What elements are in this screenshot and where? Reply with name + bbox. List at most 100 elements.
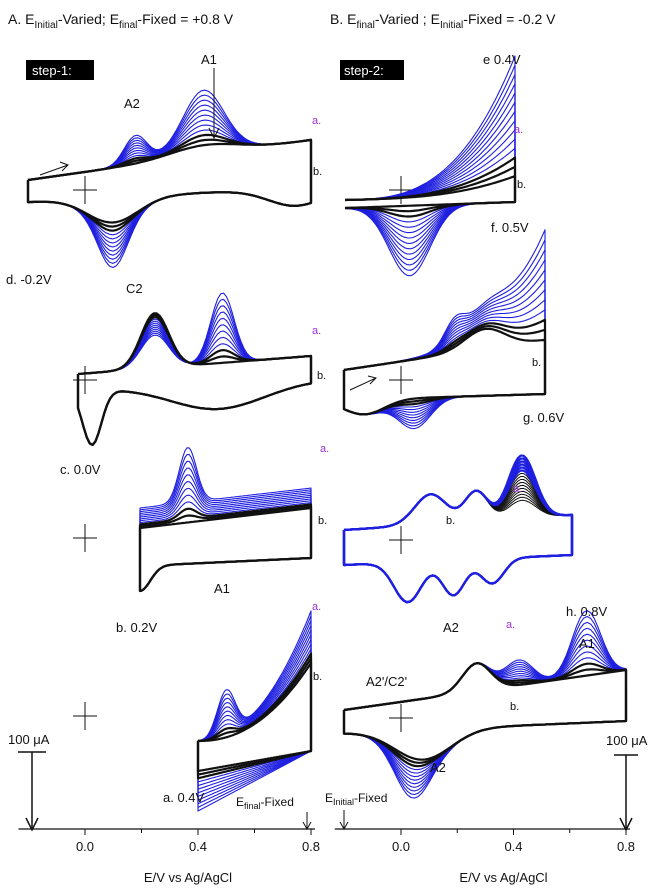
cv-scan [197,610,312,812]
panel-a-title: A. EInitial-Varied; Efinal-Fixed = +0.8 … [8,11,234,31]
cv-scan [76,312,313,446]
series-b-label: b. [446,515,455,527]
x-axis-b: 0.0 0.4 0.8 E/V vs Ag/AgCl [334,828,635,885]
trace-labels: d. -0.2V c. 0.0V b. 0.2V a. 0.4V e 0.4V f. 0.… [6,52,608,805]
scale-bar-right: 100 μA [606,733,648,832]
scale-bar-left-label: 100 μA [8,732,50,747]
cv-scan [77,298,312,446]
series-a-label: a. [312,115,321,127]
x-axis-label: E/V vs Ag/AgCl [144,870,232,885]
x-tick-label: 0.4 [189,839,207,854]
step1-label: step-1: [32,63,72,78]
cv-scan [77,324,312,446]
scale-bar-right-label: 100 μA [606,733,648,748]
zero-crosshair [73,702,97,730]
svg-text:Efinal-Fixed: Efinal-Fixed [236,795,294,811]
cv-scan [343,639,627,781]
efinal-fixed-marker: Efinal-Fixed [236,795,312,831]
trace-label: c. 0.0V [60,462,101,477]
cv-scan [77,322,312,446]
cv-scan [342,454,574,604]
cv-scan [27,114,312,248]
einitial-fixed-marker: EInitial-Fixed [325,791,387,831]
cv-scan [343,627,627,788]
scale-bar-left: 100 μA [8,732,50,832]
zero-crosshair [73,524,97,552]
a1-arrow [208,68,220,140]
cv-scan [344,174,517,210]
series-a-label: a. [513,483,522,495]
trace-label: h. 0.8V [566,604,608,619]
peak-label: A2 [443,620,459,635]
zero-markers [73,176,413,732]
x-axis-label: E/V vs Ag/AgCl [459,870,547,885]
cv-scan [197,615,312,808]
scan-direction-arrow [349,375,377,391]
step2-label: step-2: [344,63,384,78]
zero-crosshair [389,176,413,204]
cv-scan [139,467,312,592]
trace-label: f. 0.5V [491,220,529,235]
peak-label: A1 [579,636,595,651]
x-tick-label: 0.8 [302,839,320,854]
cv-scan [342,662,628,761]
x-axis-a: 0.0 0.4 0.8 E/V vs Ag/AgCl [18,828,320,885]
series-b-label: b. [510,701,519,713]
cv-scan [138,506,313,593]
peak-label: A2 [430,760,446,775]
cv-scan [343,633,627,785]
cv-scan [77,292,312,446]
cv-scan [26,138,313,224]
cv-scan [344,101,516,250]
zero-crosshair [73,366,97,394]
series-a-label: a. [506,619,515,631]
svg-text:EInitial-Fixed: EInitial-Fixed [325,791,387,807]
zero-crosshair [389,704,413,732]
trace-label: d. -0.2V [6,272,52,287]
cv-scan [27,99,312,260]
cv-scan [343,479,573,603]
peak-label: A1 [214,581,230,596]
series-b-label: b. [313,166,322,178]
trace-label: b. 0.2V [116,620,158,635]
series-b-label: b. [318,515,327,527]
cv-scan [27,109,312,252]
series-b-label: b. [532,357,541,369]
series-a-label: a. [320,443,329,455]
peak-label: A2 [124,96,140,111]
cv-scan [26,138,313,228]
peak-label: C2 [126,281,143,296]
cv-scan [77,320,312,446]
cv-scan [344,110,516,244]
series-a-label: a. [312,325,321,337]
zero-crosshair [389,366,413,394]
series-b-label: b. [317,370,326,382]
cv-scan [77,311,312,446]
cv-scan [196,661,313,773]
step2-badge [340,60,404,80]
cv-scan [77,305,312,446]
trace-label: a. 0.4V [163,790,205,805]
zero-crosshair [73,176,97,204]
cv-scan [344,55,516,277]
cv-scan [27,89,312,269]
series-b-label: b. [517,179,526,191]
cv-scan [77,318,312,446]
step1-badge [26,60,94,80]
scan-direction-arrow [39,161,69,176]
cv-scan [76,314,313,446]
cv-scan [342,457,574,604]
cv-curves [26,55,628,812]
x-tick-label: 0.0 [76,839,94,854]
cv-scan [76,316,313,446]
x-tick-label: 0.8 [617,839,635,854]
x-tick-label: 0.0 [392,839,410,854]
peak-label: A1 [201,52,217,67]
cv-scan [27,104,312,256]
trace-label: e 0.4V [483,52,521,67]
cv-scan [342,327,547,416]
cv-scan [344,73,516,266]
cv-scan [77,317,312,446]
peak-label: A2'/C2' [366,674,407,689]
